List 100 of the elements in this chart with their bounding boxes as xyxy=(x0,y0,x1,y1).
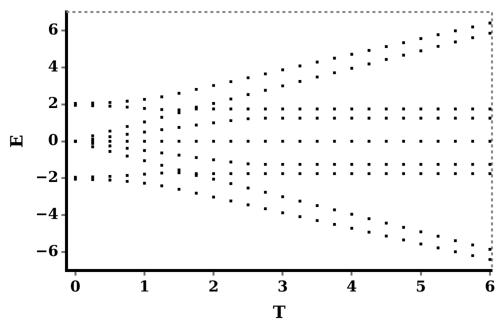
point xyxy=(212,196,215,198)
point xyxy=(471,244,474,246)
point xyxy=(454,116,457,120)
point xyxy=(143,182,146,185)
point xyxy=(143,130,146,134)
point xyxy=(108,150,112,153)
point xyxy=(333,140,336,143)
point xyxy=(264,207,267,210)
point xyxy=(281,195,284,198)
point xyxy=(212,178,215,181)
point xyxy=(488,172,492,176)
point xyxy=(316,219,319,222)
point xyxy=(436,162,440,166)
point xyxy=(108,144,112,148)
point xyxy=(316,204,319,207)
point xyxy=(264,108,267,110)
point xyxy=(108,178,112,182)
x-tick-label: 2 xyxy=(208,277,219,296)
point xyxy=(194,88,198,91)
point xyxy=(333,162,336,166)
point xyxy=(143,159,146,162)
point xyxy=(419,140,422,143)
point xyxy=(333,223,336,226)
point xyxy=(160,128,164,132)
point xyxy=(488,258,492,261)
point xyxy=(126,154,129,158)
point xyxy=(419,242,422,246)
point xyxy=(419,162,422,166)
point xyxy=(350,66,354,70)
point xyxy=(368,62,370,66)
point xyxy=(212,140,215,143)
point xyxy=(281,116,284,120)
point xyxy=(91,102,94,104)
point xyxy=(281,84,284,88)
point xyxy=(91,104,94,108)
point xyxy=(246,117,250,120)
point xyxy=(471,162,474,166)
point xyxy=(126,180,129,183)
point xyxy=(333,116,336,120)
point xyxy=(143,98,146,101)
point xyxy=(488,108,492,110)
point xyxy=(402,172,405,176)
point xyxy=(264,140,267,143)
point xyxy=(368,140,370,143)
point xyxy=(333,108,336,110)
point xyxy=(91,142,94,145)
point xyxy=(298,172,302,176)
point xyxy=(91,134,94,138)
point xyxy=(246,108,250,110)
point xyxy=(229,200,232,202)
point xyxy=(264,162,267,166)
point xyxy=(281,162,284,166)
point xyxy=(126,174,129,177)
point xyxy=(454,29,457,32)
point xyxy=(454,40,457,44)
point xyxy=(264,88,267,92)
y-tick-label: 0 xyxy=(48,131,58,150)
point xyxy=(436,116,440,120)
point xyxy=(298,140,302,143)
point xyxy=(178,111,180,114)
point xyxy=(178,171,180,174)
point xyxy=(281,172,284,176)
point xyxy=(402,116,405,120)
point xyxy=(281,211,284,214)
point xyxy=(350,108,354,110)
point xyxy=(384,108,388,110)
point xyxy=(229,140,232,143)
point xyxy=(178,168,180,172)
x-tick-label: 3 xyxy=(277,277,288,296)
point xyxy=(212,84,215,87)
point xyxy=(419,230,422,234)
point xyxy=(333,172,336,176)
point xyxy=(298,108,302,110)
point xyxy=(402,108,405,110)
point xyxy=(471,36,474,40)
point xyxy=(143,172,146,176)
point xyxy=(471,26,474,28)
point xyxy=(298,200,302,203)
point xyxy=(333,56,336,60)
point xyxy=(471,140,474,143)
point xyxy=(402,41,405,44)
point xyxy=(298,215,302,218)
x-tick-label: 6 xyxy=(484,277,496,296)
point xyxy=(246,186,250,190)
point xyxy=(368,108,370,110)
point xyxy=(178,154,180,157)
point xyxy=(212,172,215,176)
point xyxy=(402,54,405,57)
point xyxy=(229,182,232,186)
point xyxy=(160,152,164,154)
point xyxy=(368,217,370,220)
point xyxy=(316,172,319,176)
point xyxy=(436,108,440,110)
point xyxy=(350,172,354,176)
point xyxy=(212,108,215,110)
point xyxy=(384,58,388,61)
point xyxy=(108,135,112,138)
point xyxy=(436,44,440,48)
point xyxy=(160,108,164,111)
x-tick-label: 1 xyxy=(139,277,150,296)
